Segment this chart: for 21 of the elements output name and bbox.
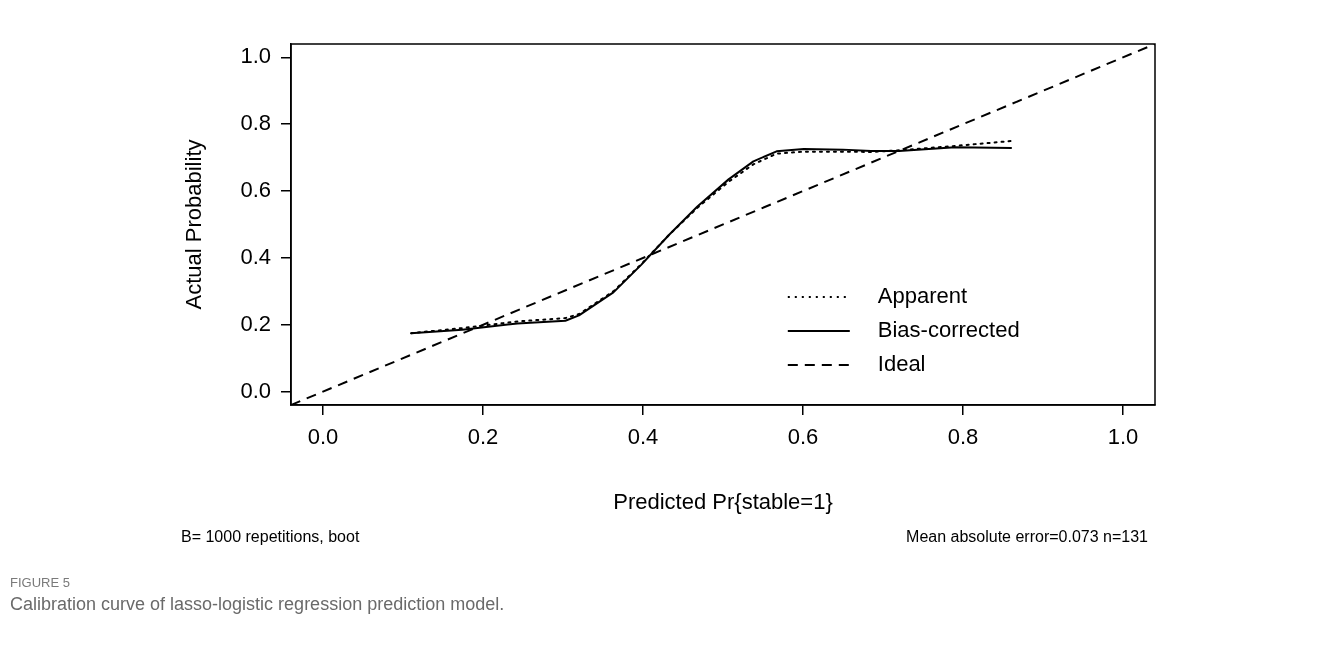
caption: FIGURE 5 <box>10 574 70 590</box>
y-tick-label: 0.6 <box>240 177 271 203</box>
x-tick-label: 0.8 <box>947 424 979 450</box>
x-tick-label: 0.6 <box>787 424 819 450</box>
legend-label: Apparent <box>877 283 968 309</box>
legend-label: Ideal <box>877 351 926 377</box>
x-tick-label: 1.0 <box>1107 424 1139 450</box>
text: Calibration curve of lasso-logistic regression prediction model. <box>10 593 505 614</box>
y-tick-label: 1.0 <box>240 43 271 69</box>
text: Mean absolute error=0.073 n=131 <box>906 528 1149 546</box>
legend-label: Bias-corrected <box>877 317 1020 343</box>
y-tick-label: 0.4 <box>240 243 271 269</box>
text: B= 1000 repetitions, boot <box>181 528 360 546</box>
x-tick-label: 0.4 <box>627 424 659 450</box>
x-axis-title: Predicted Pr{stable=1} <box>613 488 833 514</box>
x-tick-label: 0.0 <box>307 424 339 450</box>
y-axis-title: Actual Probability <box>181 139 207 310</box>
y-tick-label: 0.8 <box>240 110 271 136</box>
y-tick-label: 0.0 <box>240 377 271 403</box>
y-tick-label: 0.2 <box>240 310 271 336</box>
x-tick-label: 0.2 <box>467 424 499 450</box>
